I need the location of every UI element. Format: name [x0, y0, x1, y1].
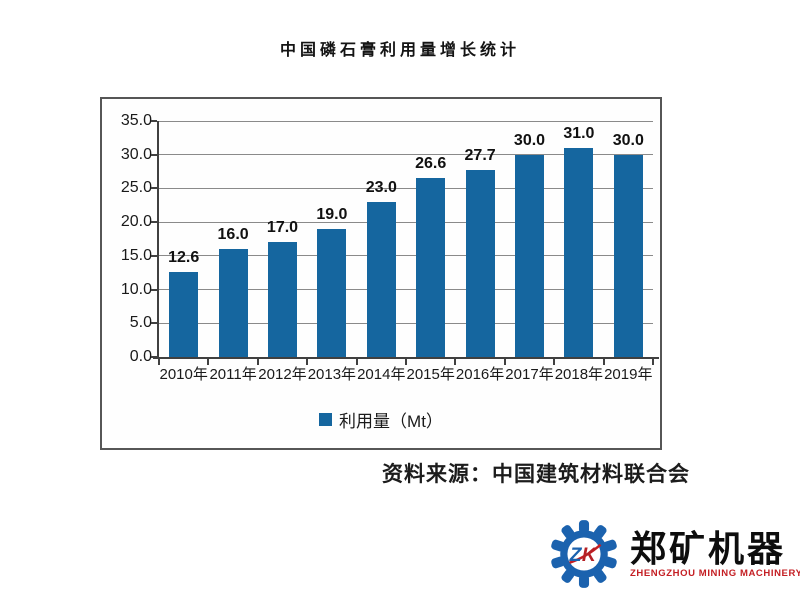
x-axis-tick	[355, 359, 358, 365]
bar-value-label: 31.0	[563, 124, 595, 142]
x-category-label: 2016年	[455, 366, 505, 383]
x-category-label: 2017年	[505, 366, 554, 383]
bar-value-label: 17.0	[266, 219, 299, 237]
y-axis-line	[157, 121, 159, 359]
bar-2017年	[515, 154, 544, 357]
bar-2011年	[218, 249, 248, 357]
source-note: 资料来源：中国建筑材料联合会	[382, 462, 690, 486]
logo-text: 郑矿机器 ZHENGZHOU MINING MACHINERY	[630, 529, 800, 580]
bar-2012年	[268, 242, 297, 357]
y-axis-tick	[151, 221, 157, 224]
y-tick-label: 15.0	[120, 246, 152, 264]
x-category-label: 2019年	[604, 366, 653, 383]
x-axis-tick	[652, 359, 654, 365]
y-axis-tick	[151, 288, 157, 291]
y-tick-label: 5.0	[129, 314, 152, 332]
x-category-label: 2014年	[357, 366, 406, 383]
gridline	[159, 322, 653, 324]
y-axis-tick	[151, 187, 157, 190]
bar-2010年	[169, 272, 199, 357]
gridline	[159, 187, 653, 189]
bar-2014年	[366, 201, 396, 357]
x-category-label: 2018年	[554, 366, 604, 383]
x-axis-line	[153, 357, 659, 359]
y-axis-tick	[151, 356, 157, 358]
bar-2015年	[416, 177, 446, 357]
y-tick-label: 35.0	[120, 112, 152, 129]
chart-title: 中国磷石膏利用量增长统计	[279, 42, 520, 59]
x-category-label: 2015年	[406, 366, 455, 383]
bar-2018年	[564, 147, 594, 357]
logo-swoosh	[569, 543, 602, 564]
y-tick-label: 25.0	[120, 179, 152, 197]
gridline	[159, 221, 653, 223]
x-category-label: 2013年	[307, 366, 357, 383]
x-axis-tick	[454, 359, 457, 365]
gridline	[159, 154, 653, 156]
x-axis-tick	[553, 359, 556, 365]
y-axis-tick	[151, 322, 157, 325]
gridline	[159, 255, 653, 257]
y-axis-labels: 0.0 5.0 10.0 15.0 20.0 25.0 30.0 35.0	[102, 112, 152, 365]
y-tick-label: 20.0	[120, 213, 152, 231]
logo-monogram-k: K	[582, 544, 598, 566]
x-category-label: 2012年	[258, 366, 307, 383]
bar-value-label: 23.0	[365, 178, 397, 196]
gear-icon: Z K	[551, 520, 617, 588]
bar-2019年	[613, 154, 643, 357]
legend-swatch	[319, 413, 333, 426]
x-category-label: 2010年	[159, 366, 208, 383]
bar-2013年	[317, 228, 347, 357]
gridline	[159, 120, 653, 122]
x-axis-tick	[405, 359, 407, 365]
y-tick-label: 30.0	[120, 145, 152, 163]
logo-monogram-z: Z	[569, 544, 583, 566]
y-tick-label: 0.0	[129, 348, 152, 365]
bar-value-label: 19.0	[316, 205, 348, 223]
x-axis-tick	[503, 359, 506, 365]
y-axis-tick	[151, 120, 157, 122]
y-axis-tick	[151, 254, 157, 257]
x-axis-tick	[602, 359, 605, 365]
logo-name: 郑矿机器	[630, 527, 787, 569]
x-axis-labels: 2010年 2011年 2012年 2013年 2014年 2015年 2016年 2017年…	[159, 363, 653, 385]
chart-frame: 0.0 5.0 10.0 15.0 20.0 25.0 30.0 35.0 12.6 16.0 1…	[100, 97, 662, 450]
company-logo: Z K 郑矿机器 ZHENGZHOU MINING MACHINERY	[548, 518, 800, 590]
bar-value-label: 30.0	[513, 131, 546, 149]
legend-label: 利用量（Mt）	[339, 412, 443, 431]
x-category-label: 2011年	[209, 366, 257, 383]
bar-value-label: 27.7	[464, 147, 496, 165]
logo-subtitle: ZHENGZHOU MINING MACHINERY	[630, 568, 800, 580]
x-axis-tick	[306, 359, 309, 365]
y-tick-label: 10.0	[120, 280, 152, 298]
bar-value-label: 26.6	[415, 154, 447, 172]
plot-area: 12.6 16.0 17.0 19.0 23.0 26.6 27.7 30.0 31.0 30.0	[151, 120, 659, 365]
legend: 利用量（Mt）	[102, 407, 660, 432]
x-axis-tick	[207, 359, 210, 365]
x-axis-tick	[158, 359, 160, 365]
bar-value-label: 30.0	[612, 131, 644, 149]
bar-value-label: 16.0	[217, 226, 249, 244]
gridline	[159, 289, 653, 291]
bar-value-label: 12.6	[168, 249, 200, 267]
y-axis-tick	[151, 153, 157, 156]
bar-2016年	[465, 170, 495, 357]
x-axis-tick	[256, 359, 259, 365]
